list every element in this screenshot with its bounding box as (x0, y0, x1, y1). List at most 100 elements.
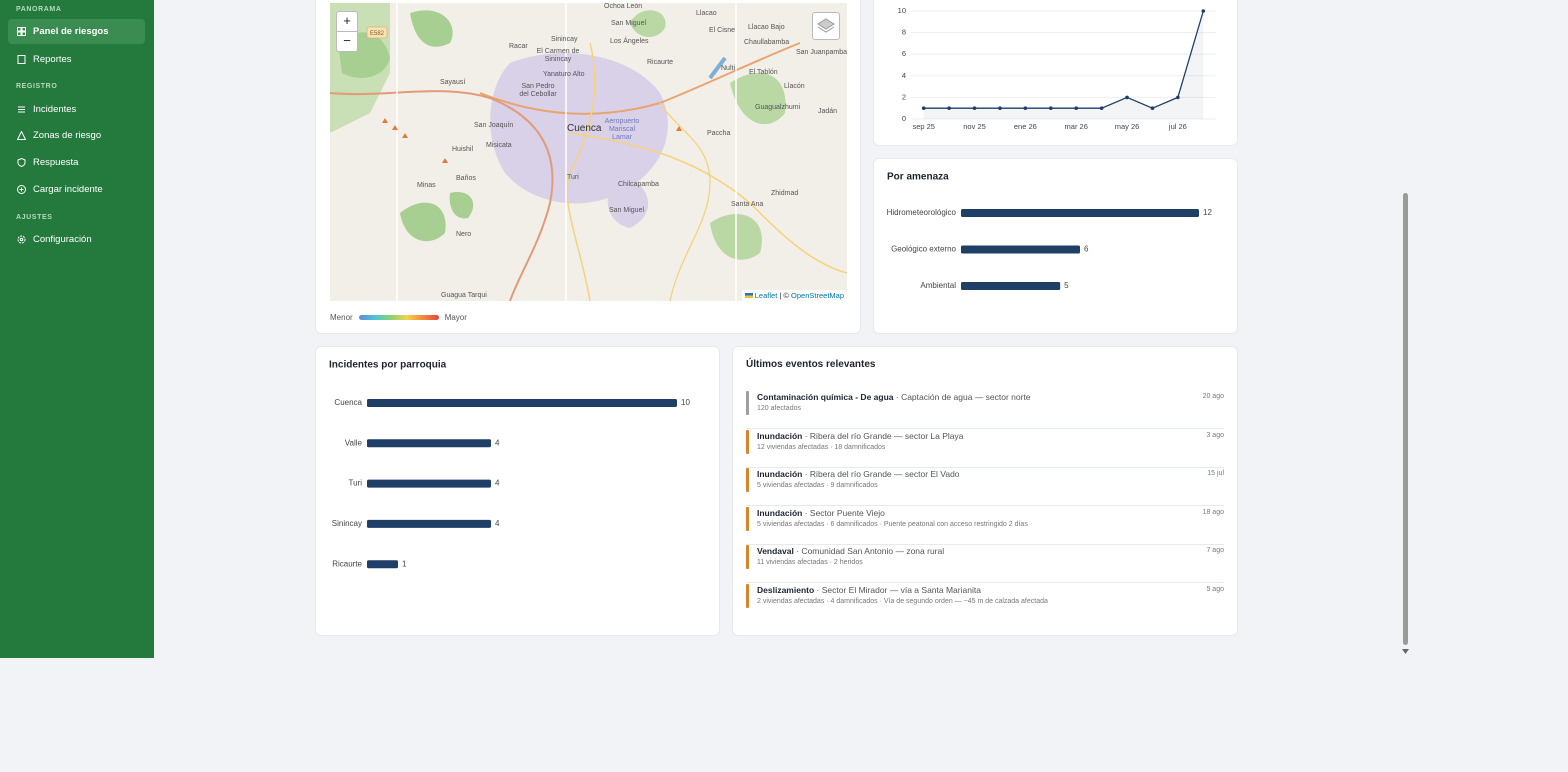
place-label: Nulti (721, 65, 736, 72)
nav-label: Reportes (33, 54, 72, 65)
icon (17, 131, 26, 140)
section-title: PANORAMA (16, 6, 62, 13)
bar (367, 519, 491, 528)
y-tick-label: 8 (902, 28, 906, 37)
place-label: Chilcapamba (618, 181, 659, 188)
event-type: Deslizamiento (757, 584, 815, 595)
point (1125, 95, 1129, 100)
category-label: Ambiental (920, 281, 956, 290)
severity-bar (746, 429, 749, 454)
category-label: Cuenca (334, 398, 362, 407)
place-label: Llacón (784, 83, 805, 90)
attribution-link[interactable]: Leaflet (754, 291, 778, 300)
event-title: Inundación · Ribera del río Grande — sec… (757, 431, 963, 441)
event-place: · Captación de agua — sector norte (895, 392, 1031, 402)
line-chart: 0 2 4 6 8 10 sep 25 nov 25 ene 26 mar 26 may 26 jul… (898, 6, 1216, 131)
place-label: Racar (509, 43, 528, 50)
bar (961, 245, 1080, 254)
attribution-link[interactable]: OpenStreetMap (791, 291, 844, 300)
event-item[interactable]: Inundación · Sector Puente Viejo 5 vivien… (746, 506, 1224, 545)
nav-label: Panel de riesgos (33, 26, 109, 37)
nav-item[interactable]: Configuración (8, 227, 145, 252)
point (1099, 106, 1104, 110)
event-place: · Ribera del río Grande — sector El Vado (804, 469, 960, 479)
place-label: Minas (417, 182, 436, 189)
event-date: 5 ago (1206, 585, 1224, 593)
category-label: Turi (349, 479, 363, 488)
event-item[interactable]: Deslizamiento · Sector El Mirador — vía … (746, 583, 1224, 621)
bar-chart: Incidentes por parroquia Cuenca 10 Valle 4 Tu… (329, 360, 690, 569)
place-label: Guagua Tarqui (441, 292, 487, 299)
place-label: Baños (456, 175, 476, 182)
place-label: San Joaquín (474, 122, 514, 129)
nav-item[interactable]: Panel de riesgos (8, 19, 145, 44)
legend-min: Menor (330, 313, 353, 322)
place-label: Cuenca (567, 123, 602, 134)
place-label: Zhidmad (771, 190, 799, 197)
place-label: El Carmen de Sinincay (536, 48, 580, 63)
y-tick-label: 2 (902, 92, 906, 101)
line-card: 0 2 4 6 8 10 sep 25 nov 25 ene 26 mar 26 may 26 jul… (874, 0, 1237, 145)
event-item[interactable]: Inundación · Ribera del río Grande — sec… (746, 429, 1224, 468)
event-item[interactable]: Vendaval · Comunidad San Antonio — zona … (746, 544, 1224, 583)
place-label: Sinincay (551, 36, 578, 43)
nav-label: Cargar incidente (33, 184, 103, 195)
icon (17, 55, 26, 64)
card-title: Incidentes por parroquia (329, 360, 447, 371)
bar-card: Por amenaza Hidrometeorológico 12 Geológico… (874, 159, 1237, 333)
scroll-thumb[interactable] (1403, 193, 1408, 645)
place-label: Sayausí (440, 79, 466, 86)
event-type: Inundación (757, 430, 803, 441)
place-label: Jadán (818, 108, 838, 115)
scrollbar[interactable] (1400, 0, 1410, 658)
nav-label: Respuesta (33, 157, 79, 168)
event-details: 12 viviendas afectadas · 18 damnificados (757, 443, 886, 451)
y-tick-label: 6 (902, 49, 906, 58)
nav-item[interactable]: Cargar incidente (8, 177, 145, 202)
place-label: Ricaurte (647, 59, 674, 66)
event-details: 120 afectados (757, 405, 801, 412)
x-tick-label: ene 26 (1014, 122, 1037, 131)
severity-bar (746, 583, 749, 608)
nav-label: Incidentes (33, 104, 77, 115)
event-details: 5 viviendas afectadas · 6 damnificados ·… (757, 520, 1028, 528)
nav-item[interactable]: Reportes (8, 47, 145, 72)
map-legend: Menor Mayor (330, 313, 467, 322)
event-place: · Sector El Mirador — vía a Santa Marian… (816, 584, 981, 595)
nav-item[interactable]: Zonas de riesgo (8, 123, 145, 148)
event-item[interactable]: Inundación · Ribera del río Grande — sec… (746, 467, 1224, 506)
nav-item[interactable]: Incidentes (8, 97, 145, 122)
place-label: Chaullabamba (744, 39, 790, 46)
event-item[interactable]: Contaminación química - De agua · Captac… (746, 390, 1224, 429)
place-label: Llacao (696, 10, 717, 17)
x-tick-label: sep 25 (912, 122, 935, 131)
place-label: Huishil (452, 146, 474, 153)
place-label: Turi (567, 174, 579, 181)
category-label: Sinincay (332, 519, 362, 528)
event-place: · Ribera del río Grande — sector La Play… (804, 430, 964, 441)
place-label: Los Ángeles (610, 38, 649, 45)
place-label: El Tablón (749, 69, 778, 76)
zoom-in[interactable]: + (336, 11, 358, 32)
place-label: Nero (456, 231, 472, 238)
place-label: Santa Ana (731, 201, 764, 208)
bar-card: Incidentes por parroquia Cuenca 10 Valle 4 Tu… (316, 347, 719, 635)
severity-bar (746, 545, 749, 569)
nav-item[interactable]: Respuesta (8, 150, 145, 175)
point (921, 106, 926, 110)
event-place: · Sector Puente Viejo (804, 507, 885, 518)
map[interactable]: E582 Ochoa León Llacao San Miguel Sininc… (330, 3, 847, 301)
scroll-arrow[interactable] (1401, 647, 1410, 655)
section-title: REGISTRO (16, 83, 58, 90)
layers-button[interactable] (812, 12, 840, 40)
event-title: Inundación · Ribera del río Grande — sec… (757, 469, 960, 479)
point (998, 106, 1002, 110)
zoom-out[interactable]: − (336, 31, 358, 52)
place-label: Paccha (707, 130, 731, 137)
value-label: 6 (1084, 245, 1089, 254)
event-type: Inundación (757, 469, 803, 479)
place-label: Misicata (486, 142, 512, 149)
event-title: Deslizamiento · Sector El Mirador — vía … (757, 585, 981, 595)
event-date: 15 jul (1207, 470, 1224, 477)
